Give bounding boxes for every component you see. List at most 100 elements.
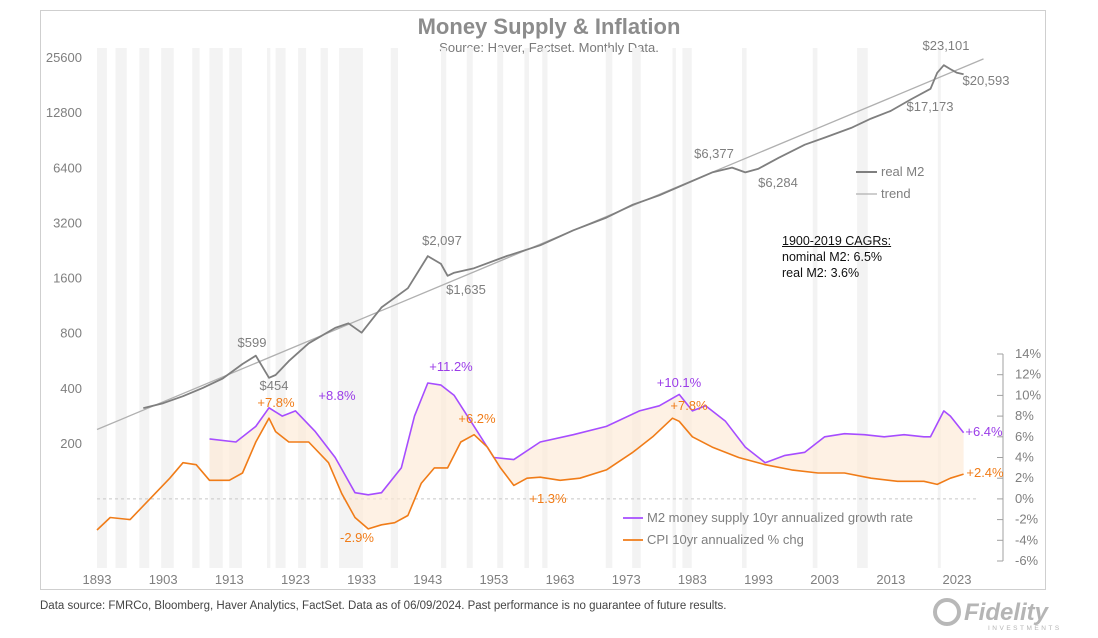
trend-line: [96, 58, 984, 431]
left-axis-tick-label: 800: [60, 326, 82, 341]
x-axis-tick-label: 1973: [612, 572, 641, 587]
recession-band: [139, 48, 150, 568]
recession-band: [390, 48, 398, 568]
real-m2-annotation: $6,377: [694, 146, 734, 161]
left-axis-tick-label: 200: [60, 436, 82, 451]
right-axis-tick-label: 6%: [1015, 429, 1034, 444]
recession-band: [682, 48, 692, 568]
recession-band: [298, 48, 307, 568]
recession-band: [192, 48, 200, 568]
recession-band: [812, 48, 818, 568]
cpi-line: [96, 417, 964, 531]
x-axis-tick-label: 1913: [215, 572, 244, 587]
recession-band: [97, 48, 107, 568]
fidelity-logo: Fidelity INVESTMENTS: [933, 598, 1062, 632]
x-axis-tick-label: 1893: [83, 572, 112, 587]
right-axis-tick-label: 8%: [1015, 408, 1034, 423]
real-m2-line: [143, 64, 964, 409]
chart-subtitle: Source: Haver, Factset. Monthly Data.: [439, 40, 659, 55]
right-axis-tick-label: 14%: [1015, 346, 1041, 361]
real-m2-annotation: $6,284: [758, 175, 798, 190]
right-axis-tick-label: 10%: [1015, 387, 1041, 402]
chart-title: Money Supply & Inflation: [417, 14, 681, 39]
footnote: Data source: FMRCo, Bloomberg, Haver Ana…: [40, 600, 727, 612]
recession-band: [115, 48, 127, 568]
recession-band: [632, 48, 641, 568]
cagr-real: real M2: 3.6%: [782, 266, 860, 280]
right-axis-tick-label: -2%: [1015, 512, 1039, 527]
growth-gap-area: [209, 383, 964, 529]
x-axis-tick-label: 1933: [347, 572, 376, 587]
cpi-annotation: +7.8%: [670, 398, 708, 413]
recession-band: [466, 48, 473, 568]
legend-cpi-label: CPI 10yr annualized % chg: [647, 532, 804, 547]
recession-band: [497, 48, 504, 568]
cagr-nominal: nominal M2: 6.5%: [782, 250, 883, 264]
recession-band: [441, 48, 447, 568]
left-axis-tick-label: 1600: [53, 271, 82, 286]
recession-band: [857, 48, 868, 568]
recession-band: [605, 48, 613, 568]
right-axis-tick-label: 2%: [1015, 470, 1034, 485]
right-axis-tick-label: 4%: [1015, 450, 1034, 465]
x-axis-tick-label: 1903: [149, 572, 178, 587]
left-axis-tick-label: 25600: [46, 50, 82, 65]
recession-band: [209, 48, 223, 568]
real-m2-annotation: $20,593: [963, 73, 1010, 88]
x-axis-tick-label: 2023: [943, 572, 972, 587]
right-axis-tick-label: -4%: [1015, 532, 1039, 547]
legend-real-m2-label: real M2: [881, 164, 924, 179]
left-axis-tick-label: 3200: [53, 215, 82, 230]
cagr-heading: 1900-2019 CAGRs:: [782, 234, 892, 248]
cpi-annotation: +7.8%: [257, 395, 295, 410]
recession-band: [672, 48, 676, 568]
recession-band: [275, 48, 286, 568]
real-m2-annotation: $17,173: [907, 99, 954, 114]
recession-band: [320, 48, 328, 568]
real-m2-annotation: $599: [238, 335, 267, 350]
logo-text: Fidelity: [964, 599, 1050, 626]
recession-band: [229, 48, 242, 568]
recession-bands: [97, 48, 941, 568]
x-axis-tick-label: 1953: [479, 572, 508, 587]
right-axis-tick-label: 0%: [1015, 491, 1034, 506]
cpi-annotation: +6.2%: [458, 411, 496, 426]
recession-band: [542, 48, 548, 568]
chart-frame: [40, 10, 1046, 590]
recession-band: [937, 48, 941, 568]
x-axis-tick-label: 1983: [678, 572, 707, 587]
right-axis-tick-label: 12%: [1015, 367, 1041, 382]
m2-growth-annotation: +10.1%: [657, 375, 702, 390]
legend-m2-growth-label: M2 money supply 10yr annualized growth r…: [647, 510, 913, 525]
cagr-box: 1900-2019 CAGRs: nominal M2: 6.5% real M…: [782, 233, 891, 281]
recession-band: [524, 48, 529, 568]
recession-band: [267, 48, 271, 568]
real-m2-annotation: $23,101: [923, 38, 970, 53]
cpi-annotation: +1.3%: [529, 491, 567, 506]
recession-band: [339, 48, 363, 568]
logo-mark-icon: [933, 598, 961, 626]
x-axis-tick-label: 2003: [810, 572, 839, 587]
m2-growth-annotation: +8.8%: [318, 388, 356, 403]
recession-band: [161, 48, 174, 568]
x-axis-tick-label: 1963: [546, 572, 575, 587]
left-axis-tick-label: 400: [60, 381, 82, 396]
x-axis-tick-label: 1943: [413, 572, 442, 587]
legend-trend-label: trend: [881, 186, 911, 201]
m2-growth-annotation: +6.4%: [965, 424, 1003, 439]
x-axis-tick-label: 2013: [876, 572, 905, 587]
x-axis-tick-label: 1993: [744, 572, 773, 587]
real-m2-annotation: $1,635: [446, 282, 486, 297]
recession-band: [742, 48, 747, 568]
real-m2-annotation: $2,097: [422, 233, 462, 248]
left-axis-tick-label: 12800: [46, 105, 82, 120]
right-axis-tick-label: -6%: [1015, 553, 1039, 568]
x-axis-tick-label: 1923: [281, 572, 310, 587]
m2-growth-annotation: +11.2%: [429, 359, 473, 374]
logo-subtext: INVESTMENTS: [988, 625, 1062, 632]
cpi-annotation: -2.9%: [340, 530, 374, 545]
real-m2-annotation: $454: [260, 378, 289, 393]
m2-growth-line: [209, 382, 965, 496]
cpi-annotation: +2.4%: [966, 465, 1004, 480]
